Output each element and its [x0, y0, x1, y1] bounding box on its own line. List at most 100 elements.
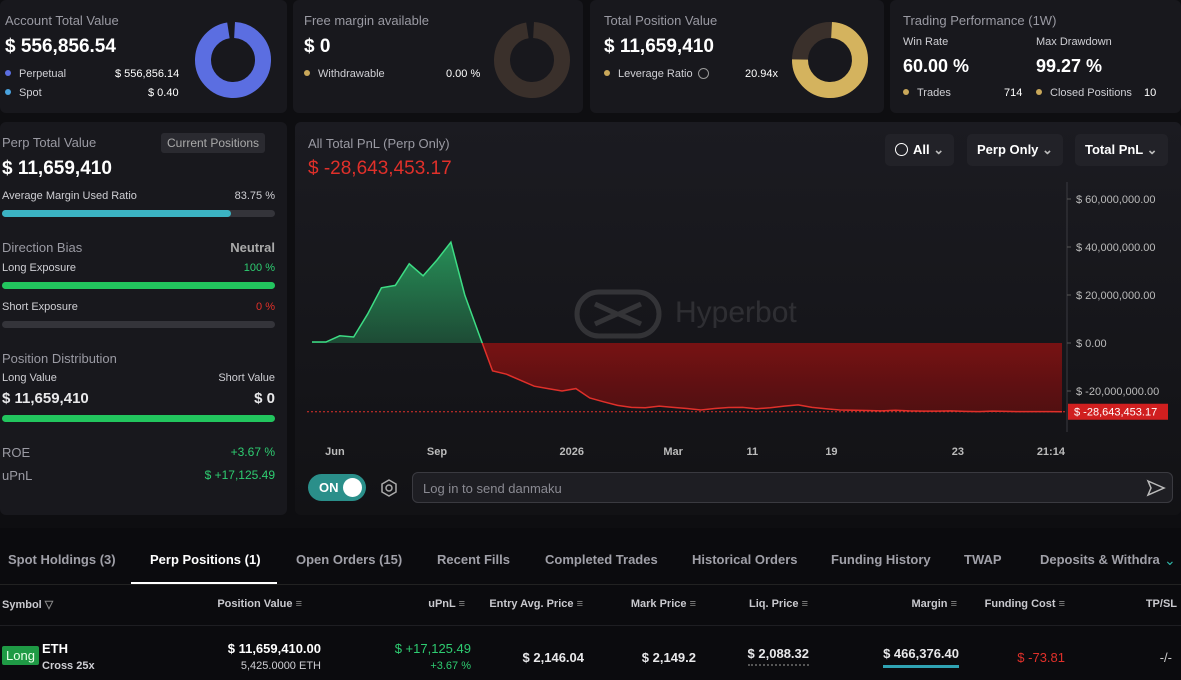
toggle-label: ON	[319, 480, 339, 495]
row-value: $ 0.40	[148, 87, 179, 99]
position-value: $ 11,659,410.00	[227, 641, 321, 656]
card-title: Total Position Value	[604, 13, 718, 28]
label: Spot	[19, 87, 42, 99]
panel-value: $ 11,659,410	[2, 158, 112, 179]
value: 99.27 %	[1036, 56, 1103, 76]
tab[interactable]: Spot Holdings (3)	[8, 552, 116, 567]
header-text: Margin	[911, 598, 948, 610]
tab[interactable]: Perp Positions (1)	[150, 552, 261, 567]
tab[interactable]: Deposits & Withdra	[1040, 552, 1160, 567]
column-header[interactable]: Position Value ≡	[217, 598, 302, 610]
header-text: Funding Cost	[984, 598, 1056, 610]
label: Perpetual	[19, 68, 67, 80]
label: Closed Positions	[1050, 87, 1132, 99]
tpsl: -/-	[1159, 650, 1172, 665]
header-text: Position Value	[217, 598, 293, 610]
header-text: Symbol	[2, 599, 42, 611]
x-tick-label: Jun	[325, 446, 345, 458]
row-label: Trades	[903, 87, 951, 99]
row-value: $ 556,856.14	[115, 68, 180, 80]
performance-card: Trading Performance (1W) Win Rate Max Dr…	[890, 0, 1181, 113]
y-tick-label: $ 60,000,000.00	[1076, 194, 1156, 206]
x-tick-label: Mar	[663, 446, 683, 458]
donut-ring	[494, 21, 570, 98]
tabs-more[interactable]: ⌄	[1164, 552, 1176, 568]
danmaku-toggle[interactable]: ON	[308, 474, 366, 501]
donut	[494, 21, 570, 98]
value: $ 0	[254, 390, 275, 407]
tab[interactable]: Completed Trades	[545, 552, 658, 567]
row-value: 714	[1004, 87, 1023, 99]
progress-fill	[2, 210, 231, 217]
tab[interactable]: TWAP	[964, 552, 1002, 567]
current-positions-button[interactable]: Current Positions	[161, 133, 266, 153]
area-down	[312, 343, 1062, 412]
header-text: Entry Avg. Price	[489, 598, 574, 610]
column-header[interactable]: Liq. Price ≡	[748, 598, 808, 610]
liq-price: $ 2,088.32	[747, 646, 809, 666]
row-label: Closed Positions	[1036, 87, 1132, 99]
row-label: Spot	[5, 87, 42, 99]
x-tick-label: 23	[952, 446, 964, 458]
card-value: $ 11,659,410	[604, 36, 714, 57]
metric-dropdown[interactable]: Total PnL ⌄	[1075, 134, 1168, 166]
label: Win Rate	[903, 36, 949, 48]
progress-fill	[2, 282, 275, 289]
value: 60.00 %	[903, 56, 970, 76]
help-icon[interactable]	[697, 68, 709, 79]
perp-panel: Perp Total Value Current Positions $ 11,…	[0, 122, 287, 515]
value: 83.75 %	[234, 190, 275, 202]
watermark-logo	[574, 289, 662, 339]
chart-title: All Total PnL (Perp Only)	[308, 136, 450, 151]
column-header[interactable]: Funding Cost ≡	[984, 598, 1065, 610]
y-tick-label: $ 40,000,000.00	[1076, 242, 1156, 254]
x-tick-label: 21:14	[1037, 446, 1066, 458]
total-pnl: $ -28,643,453.17	[308, 158, 452, 179]
row-value: 20.94x	[745, 68, 779, 80]
label: Short Value	[218, 372, 275, 384]
symbol[interactable]: ETH	[42, 641, 68, 656]
row-value: 10	[1144, 87, 1157, 99]
column-header[interactable]: Margin ≡	[911, 598, 957, 610]
column-header[interactable]: Symbol ▽	[2, 599, 54, 611]
upnl-pct: +3.67 %	[430, 660, 471, 672]
label: Leverage Ratio	[618, 68, 693, 80]
card-title: Account Total Value	[5, 13, 119, 28]
tab[interactable]: Open Orders (15)	[296, 552, 403, 567]
value: 100 %	[243, 262, 275, 274]
tab[interactable]: Recent Fills	[437, 552, 510, 567]
value: Neutral	[230, 240, 275, 255]
settings-icon[interactable]	[379, 478, 399, 498]
range-dropdown[interactable]: All ⌄	[885, 134, 955, 166]
chart-panel: All Total PnL (Perp Only) $ -28,643,453.…	[295, 122, 1181, 515]
label: Withdrawable	[318, 68, 385, 80]
y-tick-label: $ 0.00	[1076, 338, 1107, 350]
bottom-section	[0, 528, 1181, 680]
tab-underline	[131, 582, 277, 584]
scope-dropdown[interactable]: Perp Only ⌄	[967, 134, 1063, 166]
donut	[792, 21, 868, 98]
column-header[interactable]: uPnL ≡	[428, 598, 465, 610]
distribution-bar	[2, 415, 275, 422]
column-header[interactable]: Mark Price ≡	[630, 598, 696, 610]
donut	[195, 21, 271, 98]
margin-mode: Cross 25x	[42, 660, 95, 672]
y-tick-label: $ 20,000,000.00	[1076, 290, 1156, 302]
header-text: uPnL	[428, 598, 456, 610]
current-badge	[1068, 403, 1168, 420]
row-value: 0.00 %	[446, 68, 481, 80]
label: Average Margin Used Ratio	[2, 190, 137, 202]
danmaku-input[interactable]: Log in to send danmaku	[412, 472, 1173, 503]
section-title: Position Distribution	[2, 351, 117, 366]
section-title: Direction Bias	[2, 240, 83, 255]
tab[interactable]: Historical Orders	[692, 552, 798, 567]
label: ROE	[2, 445, 31, 460]
line-up	[312, 240, 484, 343]
tab[interactable]: Funding History	[831, 552, 931, 567]
column-header[interactable]: TP/SL	[1146, 598, 1177, 610]
area-up	[312, 242, 1062, 343]
y-tick-label: $ -20,000,000.00	[1076, 386, 1159, 398]
row-label: Perpetual	[5, 68, 66, 80]
column-header[interactable]: Entry Avg. Price ≡	[489, 598, 583, 610]
